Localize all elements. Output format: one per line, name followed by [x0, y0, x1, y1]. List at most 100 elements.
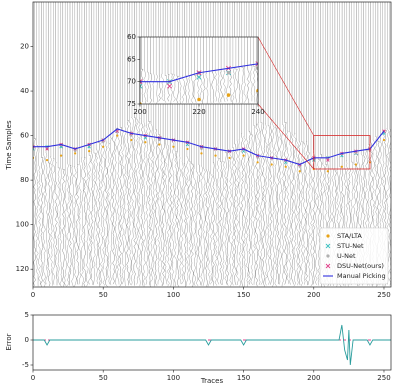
marker: [197, 97, 201, 102]
trace-wiggle: [109, 2, 113, 286]
legend-swatch: [325, 243, 331, 249]
trace-wiggle: [238, 37, 241, 103]
marker: [298, 165, 301, 168]
trace-wiggle: [141, 37, 144, 103]
y-axis-label: Error: [5, 333, 13, 350]
trace-wiggle: [179, 37, 182, 104]
trace-wiggle: [202, 37, 206, 104]
trace-wiggle: [52, 2, 56, 285]
trace-wiggle: [143, 2, 146, 287]
marker: [73, 150, 77, 153]
trace-wiggle: [147, 2, 151, 287]
zoom-connector: [257, 36, 315, 136]
marker: [116, 134, 119, 137]
trace-wiggle: [173, 37, 176, 102]
trace-wiggle: [300, 2, 304, 286]
x-tick-label: 200: [307, 374, 320, 382]
trace-wiggle: [174, 2, 177, 287]
marker: [256, 66, 258, 71]
trace-wiggle: [235, 37, 238, 103]
trace-wiggle: [123, 2, 127, 287]
trace-wiggle: [126, 2, 130, 286]
trace-wiggle: [47, 2, 51, 287]
y-tick-label: 70: [127, 78, 136, 86]
trace-wiggle: [188, 2, 192, 285]
trace-wiggle: [386, 2, 390, 285]
trace-wiggle: [42, 2, 46, 287]
trace-wiggle: [152, 2, 156, 287]
trace-wiggle: [217, 2, 220, 285]
trace-wiggle: [61, 2, 65, 287]
trace-wiggle: [236, 2, 240, 286]
legend-box: [319, 227, 389, 285]
marker: [228, 156, 231, 159]
trace-wiggle: [185, 37, 188, 103]
marker: [326, 170, 329, 173]
legend-label: DSU-Net(ours): [337, 262, 384, 270]
trace-wiggle: [166, 2, 170, 287]
trace-wiggle: [214, 37, 217, 102]
trace-wiggle: [193, 37, 197, 103]
trace-wiggle: [267, 2, 270, 285]
legend-label: U-Net: [337, 252, 356, 260]
marker: [172, 145, 175, 148]
x-tick-label: 150: [237, 291, 250, 299]
trace-wiggle: [133, 2, 137, 286]
legend-swatch: [326, 254, 330, 258]
trace-wiggle: [262, 2, 266, 287]
x-tick-label: 100: [167, 374, 180, 382]
y-tick-label: 120: [16, 265, 29, 273]
trace-wiggle: [90, 2, 94, 285]
legend-label: STA/LTA: [337, 232, 362, 240]
y-axis-label: Time Samples: [5, 120, 13, 171]
marker: [158, 143, 161, 146]
trace-wiggle: [279, 2, 282, 285]
trace-wiggle: [207, 2, 211, 287]
trace-wiggle: [193, 2, 196, 286]
y-tick-label: 0: [25, 336, 29, 344]
trace-wiggle: [241, 37, 244, 104]
trace-wiggle: [71, 2, 75, 287]
trace-wiggle: [66, 2, 70, 286]
marker: [200, 152, 203, 155]
trace-wiggle: [246, 37, 250, 104]
y-tick-label: 100: [16, 221, 29, 229]
trace-wiggle: [176, 2, 180, 287]
marker: [256, 161, 259, 164]
trace-wiggle: [149, 37, 153, 104]
trace-wiggle: [171, 2, 175, 287]
trace-wiggle: [283, 2, 287, 285]
legend-label: Manual Picking: [337, 272, 386, 280]
legend-swatch: [326, 234, 330, 238]
trace-wiggle: [117, 2, 120, 285]
trace-wiggle: [255, 2, 259, 287]
marker: [88, 150, 91, 153]
trace-wiggle: [243, 2, 247, 287]
marker: [130, 134, 133, 137]
trace-wiggle: [155, 2, 158, 286]
trace-wiggle: [223, 37, 226, 102]
trace-wiggle: [152, 37, 155, 103]
x-axis-label: Traces: [200, 377, 224, 385]
marker: [45, 158, 49, 162]
y-tick-label: -5: [22, 361, 29, 369]
zoom-box: [313, 135, 371, 170]
x-tick-label: 240: [251, 108, 264, 116]
trace-wiggle: [245, 2, 249, 287]
series-line: [33, 324, 391, 366]
trace-wiggle: [85, 2, 89, 287]
x-tick-label: 50: [99, 374, 108, 382]
y-tick-label: 80: [20, 176, 29, 184]
trace-wiggle: [264, 2, 268, 286]
x-tick-label: 250: [377, 374, 390, 382]
trace-wiggle: [307, 2, 311, 285]
zoom-connector: [257, 103, 315, 170]
trace-wiggle: [135, 2, 139, 285]
trace-wiggle: [274, 2, 278, 287]
marker: [166, 83, 173, 89]
trace-wiggle: [298, 2, 302, 286]
marker: [340, 165, 343, 168]
y-tick-label: 20: [20, 43, 29, 51]
trace-wiggle: [83, 2, 87, 287]
trace-wiggle: [131, 2, 134, 286]
